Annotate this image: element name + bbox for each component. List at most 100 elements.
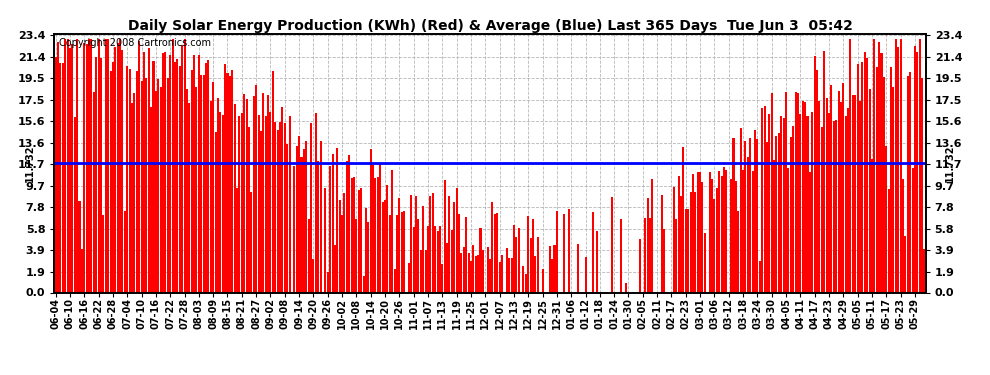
Bar [344, 193, 346, 292]
Bar [809, 172, 811, 292]
Bar [281, 107, 283, 292]
Bar [804, 102, 806, 292]
Bar [766, 142, 768, 292]
Bar [274, 122, 276, 292]
Bar [462, 247, 465, 292]
Bar [689, 192, 692, 292]
Bar [472, 245, 474, 292]
Bar [783, 118, 785, 292]
Bar [709, 172, 711, 292]
Bar [408, 263, 410, 292]
Bar [592, 212, 594, 292]
Bar [269, 112, 271, 292]
Bar [909, 72, 911, 292]
Bar [518, 228, 520, 292]
Bar [740, 128, 742, 292]
Bar [355, 219, 357, 292]
Bar [329, 166, 331, 292]
Bar [332, 154, 334, 292]
Bar [876, 67, 878, 292]
Bar [310, 123, 312, 292]
Bar [833, 121, 835, 292]
Bar [907, 76, 909, 292]
Bar [166, 78, 169, 292]
Bar [880, 53, 882, 292]
Bar [770, 93, 773, 292]
Bar [260, 131, 262, 292]
Bar [685, 209, 687, 292]
Bar [859, 102, 861, 292]
Bar [195, 87, 197, 292]
Bar [267, 94, 269, 292]
Bar [346, 161, 347, 292]
Bar [136, 71, 138, 292]
Bar [93, 92, 95, 292]
Bar [394, 269, 396, 292]
Title: Daily Solar Energy Production (KWh) (Red) & Average (Blue) Last 365 Days  Tue Ju: Daily Solar Energy Production (KWh) (Red… [128, 19, 852, 33]
Bar [401, 212, 403, 292]
Bar [733, 138, 735, 292]
Bar [296, 146, 298, 292]
Bar [262, 93, 264, 292]
Bar [162, 53, 164, 292]
Bar [475, 256, 477, 292]
Bar [814, 56, 816, 292]
Bar [61, 63, 63, 292]
Bar [81, 249, 83, 292]
Bar [716, 188, 718, 292]
Bar [220, 111, 222, 292]
Text: 11.732: 11.732 [25, 145, 35, 182]
Bar [680, 196, 682, 292]
Bar [362, 276, 364, 292]
Bar [169, 55, 171, 292]
Bar [298, 136, 300, 292]
Bar [430, 196, 432, 292]
Bar [171, 39, 173, 292]
Bar [888, 189, 890, 292]
Bar [119, 39, 121, 292]
Bar [150, 107, 152, 292]
Bar [398, 198, 400, 292]
Bar [276, 130, 278, 292]
Bar [217, 98, 219, 292]
Bar [515, 237, 518, 292]
Bar [288, 116, 291, 292]
Bar [100, 58, 102, 292]
Bar [146, 78, 148, 292]
Bar [284, 123, 286, 292]
Bar [758, 261, 760, 292]
Bar [854, 95, 856, 292]
Bar [866, 58, 868, 292]
Bar [563, 214, 565, 292]
Bar [176, 59, 178, 292]
Bar [487, 247, 489, 292]
Bar [334, 245, 336, 292]
Bar [778, 133, 780, 292]
Bar [377, 177, 379, 292]
Bar [439, 226, 441, 292]
Bar [785, 92, 787, 292]
Bar [420, 251, 422, 292]
Bar [551, 259, 553, 292]
Bar [244, 94, 246, 292]
Bar [272, 70, 274, 292]
Bar [677, 177, 679, 292]
Bar [675, 219, 677, 292]
Bar [117, 43, 119, 292]
Bar [738, 211, 740, 292]
Bar [455, 188, 457, 292]
Bar [718, 171, 720, 292]
Bar [584, 257, 586, 292]
Bar [425, 251, 427, 292]
Bar [902, 179, 904, 292]
Bar [350, 178, 352, 292]
Bar [427, 226, 429, 292]
Bar [320, 141, 322, 292]
Bar [327, 272, 329, 292]
Bar [164, 52, 166, 292]
Bar [379, 163, 381, 292]
Bar [203, 75, 205, 292]
Bar [76, 39, 78, 292]
Bar [313, 259, 315, 292]
Bar [477, 255, 479, 292]
